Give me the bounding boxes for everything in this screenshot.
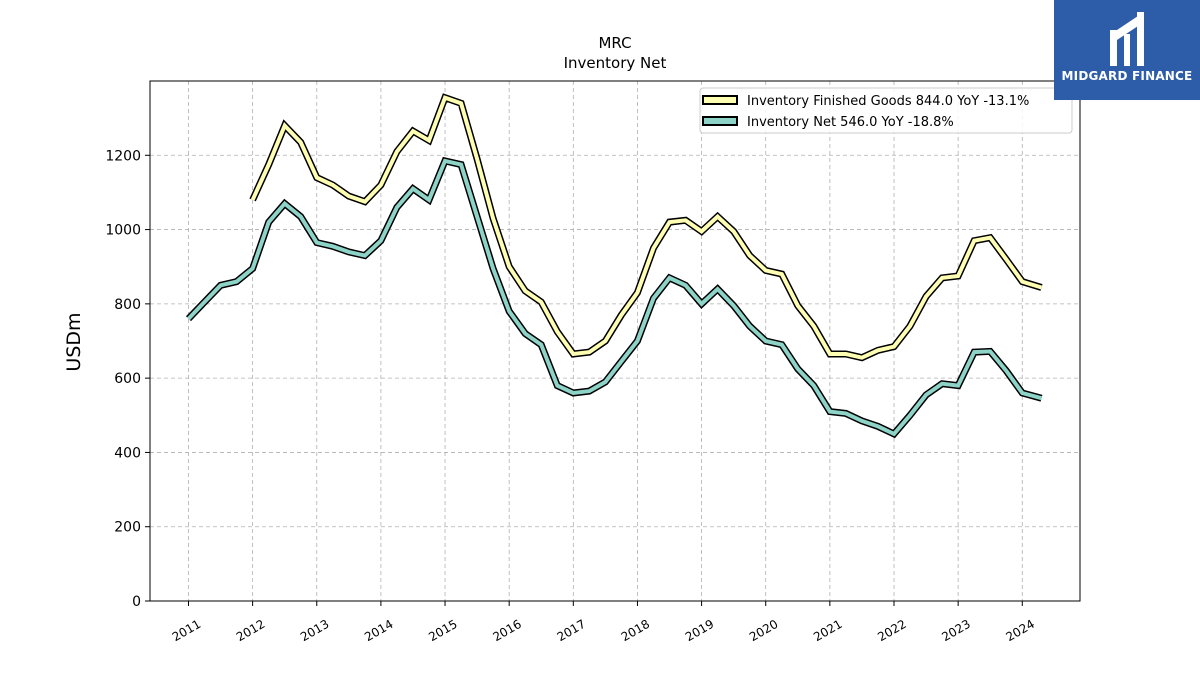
x-tick-label: 2023 <box>939 617 972 644</box>
x-tick-label: 2022 <box>875 617 908 644</box>
y-tick-label: 1000 <box>105 223 141 239</box>
x-tick-label: 2014 <box>362 617 395 644</box>
legend-swatch-2 <box>702 116 738 126</box>
y-tick-label: 1200 <box>105 148 141 164</box>
legend-label-2: Inventory Net 546.0 YoY -18.8% <box>747 115 954 130</box>
series-lines <box>185 93 1043 439</box>
y-tick-label: 400 <box>114 445 141 461</box>
legend: Inventory Finished Goods 844.0 YoY -13.1… <box>699 87 1073 134</box>
logo-mark-icon <box>1110 12 1144 66</box>
legend-swatch-1 <box>702 95 738 105</box>
y-tick-label: 600 <box>114 371 141 387</box>
plot-frame <box>149 80 1081 602</box>
x-axis: 2011 2012 2013 2014 2015 2016 2017 2018 2019 2020… <box>170 601 1037 644</box>
x-tick-label: 2020 <box>747 617 780 644</box>
y-tick-label: 0 <box>132 594 141 610</box>
x-tick-label: 2016 <box>490 617 523 644</box>
x-tick-label: 2018 <box>619 617 652 644</box>
logo-text: MIDGARD FINANCE <box>1061 69 1193 83</box>
series-line-1 <box>250 95 1043 360</box>
legend-box <box>699 87 1073 134</box>
x-tick-label: 2021 <box>811 617 844 644</box>
x-tick-label: 2012 <box>234 617 267 644</box>
x-tick-label: 2011 <box>170 617 203 644</box>
legend-label-1: Inventory Finished Goods 844.0 YoY -13.1… <box>747 94 1029 109</box>
y-axis: 0 200 400 600 800 1000 1200 <box>105 148 150 610</box>
chart-title: MRC <box>598 34 631 52</box>
x-tick-label: 2019 <box>683 617 716 644</box>
y-tick-label: 800 <box>114 297 141 313</box>
midgard-finance-logo: MIDGARD FINANCE <box>1054 0 1200 100</box>
grid <box>150 81 1080 602</box>
x-tick-label: 2015 <box>426 617 459 644</box>
y-axis-label: USDm <box>63 312 85 371</box>
x-tick-label: 2024 <box>1004 617 1037 644</box>
x-tick-label: 2013 <box>298 617 331 644</box>
chart-subtitle: Inventory Net <box>564 54 667 72</box>
x-tick-label: 2017 <box>555 617 588 644</box>
y-tick-label: 200 <box>114 520 141 536</box>
series-line-2 <box>187 158 1043 437</box>
